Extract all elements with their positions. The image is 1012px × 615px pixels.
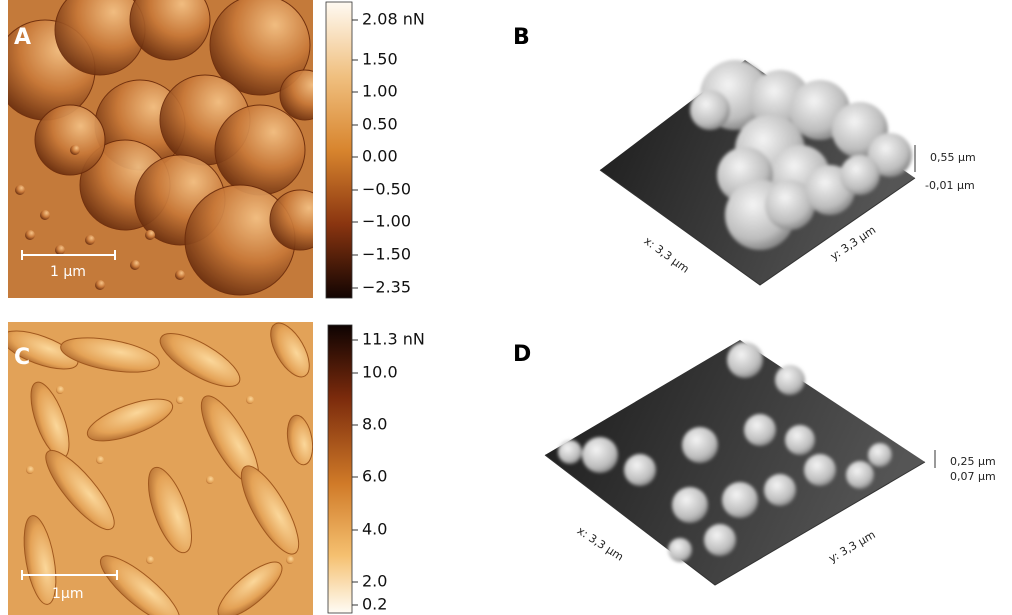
particle <box>146 556 154 564</box>
y-axis-label: y: 3,3 µm <box>827 528 878 565</box>
x-axis-label: x: 3,3 µm <box>575 524 626 563</box>
bump <box>727 342 763 378</box>
z-bottom-label: 0,07 µm <box>950 470 996 483</box>
bump <box>785 425 815 455</box>
colorbar-label: 11.3 nN <box>362 330 425 349</box>
grain <box>280 70 330 120</box>
grain <box>215 105 305 195</box>
colorbar <box>328 325 352 613</box>
particle <box>175 270 185 280</box>
colorbar-label: −1.50 <box>362 245 411 264</box>
particle <box>246 396 254 404</box>
particle <box>15 185 25 195</box>
particle <box>26 466 34 474</box>
z-bottom-label: -0,01 µm <box>925 179 975 192</box>
bump <box>744 414 776 446</box>
panel-label: D <box>513 342 531 367</box>
colorbar-label: −2.35 <box>362 278 411 297</box>
colorbar-label: 0.2 <box>362 595 387 614</box>
bump <box>690 90 730 130</box>
particle <box>130 260 140 270</box>
scale-bar-label: 1µm <box>52 586 83 602</box>
bump <box>846 461 874 489</box>
particle <box>55 245 65 255</box>
bump <box>672 487 708 523</box>
panel-label: C <box>14 345 30 370</box>
bump <box>582 437 618 473</box>
bump <box>804 454 836 486</box>
colorbar-label: 1.50 <box>362 50 398 69</box>
z-top-label: 0,25 µm <box>950 455 996 468</box>
particle <box>40 210 50 220</box>
colorbar-label: 0.00 <box>362 147 398 166</box>
particle <box>96 456 104 464</box>
particle <box>95 280 105 290</box>
colorbar <box>326 2 352 298</box>
colorbar-label: 10.0 <box>362 363 398 382</box>
particle <box>145 230 155 240</box>
colorbar-label: 0.50 <box>362 115 398 134</box>
bump <box>764 474 796 506</box>
bump <box>840 155 880 195</box>
figure: 1 µm A 2.08 nN 1.50 1.00 0.50 0.00 −0.50 −1.00… <box>0 0 1012 615</box>
bump <box>704 524 736 556</box>
bump <box>775 365 805 395</box>
particle <box>286 556 294 564</box>
colorbar-label: 6.0 <box>362 467 387 486</box>
colorbar-label: 4.0 <box>362 520 387 539</box>
colorbar-label: 8.0 <box>362 415 387 434</box>
colorbar-label: −1.00 <box>362 212 411 231</box>
particle <box>85 235 95 245</box>
panel-label: B <box>513 25 530 50</box>
particle <box>25 230 35 240</box>
bump <box>624 454 656 486</box>
grain <box>35 105 105 175</box>
colorbar-label: 2.0 <box>362 572 387 591</box>
particle <box>176 396 184 404</box>
bump <box>558 440 582 464</box>
grain <box>270 190 330 250</box>
colorbar-label: −0.50 <box>362 180 411 199</box>
bump <box>668 538 692 562</box>
particle <box>70 145 80 155</box>
colorbar-label: 2.08 nN <box>362 10 425 29</box>
bump <box>868 443 892 467</box>
panel-label: A <box>14 25 31 50</box>
scale-bar-label: 1 µm <box>50 264 86 280</box>
bump <box>722 482 758 518</box>
x-axis-label: x: 3,3 µm <box>641 234 691 275</box>
z-top-label: 0,55 µm <box>930 151 976 164</box>
particle <box>206 476 214 484</box>
bump <box>682 427 718 463</box>
particle <box>56 386 64 394</box>
colorbar-label: 1.00 <box>362 82 398 101</box>
